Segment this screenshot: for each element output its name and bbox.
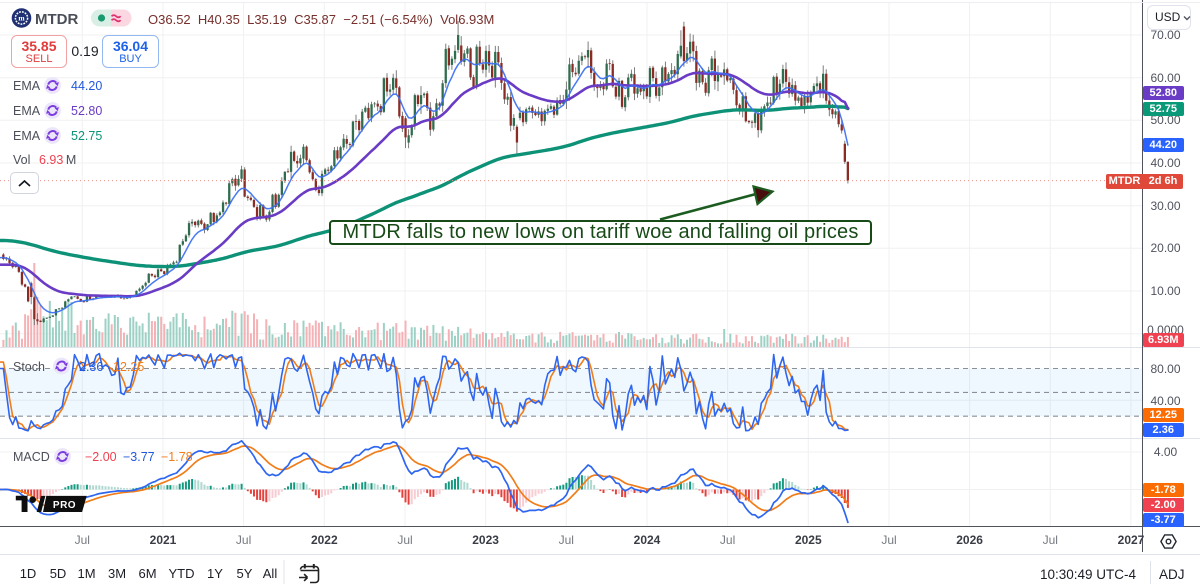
svg-text:PRO: PRO [53,500,76,511]
svg-text:m: m [18,14,25,23]
